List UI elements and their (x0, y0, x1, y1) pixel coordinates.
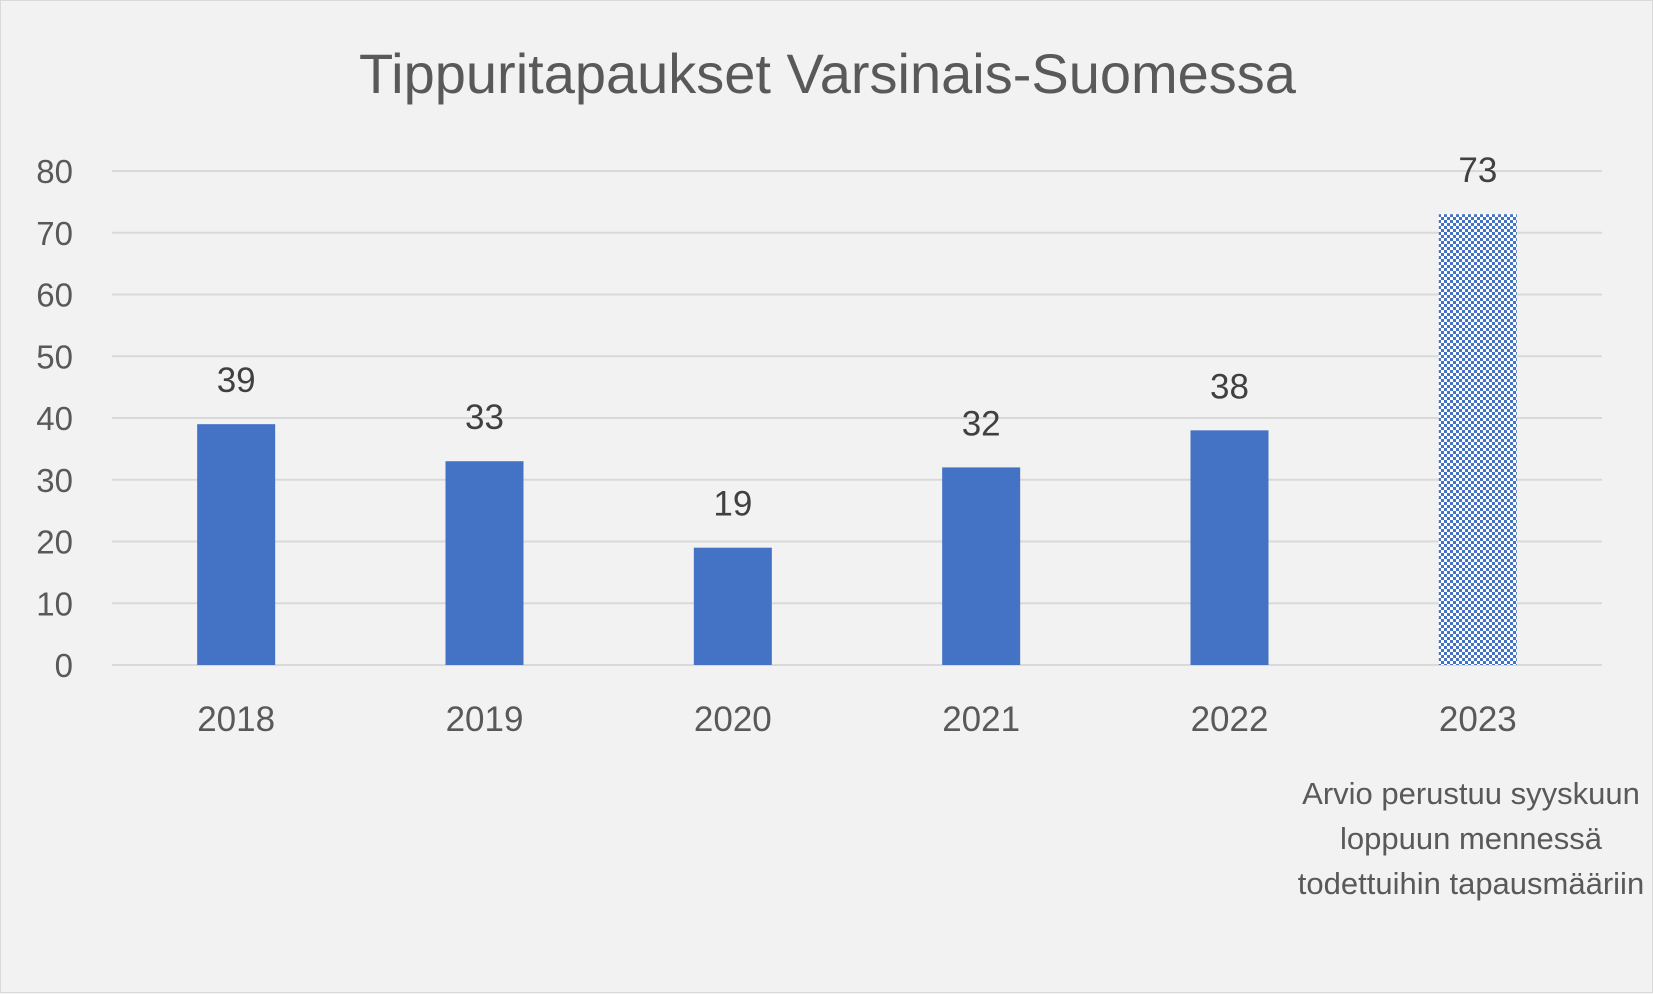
data-label-2019: 33 (465, 398, 504, 437)
data-labels: 39 33 19 32 38 73 (217, 151, 1498, 523)
y-tick-label: 10 (36, 585, 73, 622)
estimate-note: Arvio perustuu syyskuun loppuun mennessä… (1297, 776, 1645, 901)
data-label-2020: 19 (713, 485, 752, 524)
data-label-2018: 39 (217, 361, 256, 400)
x-tick-label: 2019 (446, 700, 524, 739)
data-label-2023: 73 (1458, 151, 1497, 190)
bar-2021 (942, 467, 1021, 665)
x-tick-label: 2023 (1439, 700, 1517, 739)
gridlines (112, 170, 1602, 666)
x-axis: 2018 2019 2020 2021 2022 2023 (197, 700, 1517, 739)
y-tick-label: 80 (36, 153, 73, 190)
y-tick-label: 30 (36, 462, 73, 499)
bar-2022 (1190, 430, 1269, 665)
y-tick-label: 40 (36, 400, 73, 437)
y-tick-label: 70 (36, 215, 73, 252)
y-tick-label: 50 (36, 338, 73, 375)
bar-2023 (1438, 214, 1517, 665)
x-tick-label: 2022 (1191, 700, 1269, 739)
y-axis: 0 10 20 30 40 50 60 70 80 (36, 153, 73, 684)
bar-2018 (197, 424, 276, 665)
data-label-2021: 32 (962, 404, 1001, 443)
y-tick-label: 0 (55, 647, 73, 684)
x-tick-label: 2018 (197, 700, 275, 739)
chart-title: Tippuritapaukset Varsinais-Suomessa (359, 42, 1296, 105)
bar-2019 (445, 461, 524, 665)
y-tick-label: 20 (36, 524, 73, 561)
data-label-2022: 38 (1210, 367, 1249, 406)
bar-2020 (693, 547, 772, 665)
x-tick-label: 2020 (694, 700, 772, 739)
bars (197, 214, 1517, 665)
x-tick-label: 2021 (942, 700, 1020, 739)
y-tick-label: 60 (36, 277, 73, 314)
